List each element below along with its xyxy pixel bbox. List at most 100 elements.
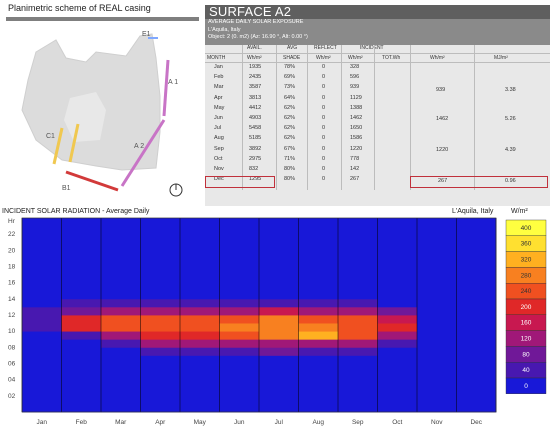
heatmap-cell xyxy=(22,290,62,300)
heatmap-cell xyxy=(456,266,497,275)
heatmap-cell xyxy=(101,355,141,364)
heatmap-cell xyxy=(22,387,62,397)
edge-b1 xyxy=(65,170,119,192)
legend-tick-label: 200 xyxy=(521,304,532,311)
heatmap-cell xyxy=(22,250,62,259)
heatmap-cell xyxy=(180,306,220,316)
floor-plan: E1 A 1 C1 A 2 B1 xyxy=(6,30,183,197)
heatmap-cell xyxy=(456,395,497,405)
heatmap-cell xyxy=(456,347,497,356)
heatmap-cell xyxy=(61,274,102,284)
heatmap-cell xyxy=(140,306,181,316)
cell-incident: 939 xyxy=(350,84,360,91)
cell-shade: 80% xyxy=(284,166,296,172)
heatmap-cell xyxy=(377,234,418,243)
heatmap-cell xyxy=(456,290,497,300)
heatmap-cell xyxy=(417,347,457,356)
cell-month: Mar xyxy=(214,84,224,91)
col-reflect-header: REFLECT xyxy=(314,45,337,51)
heatmap-cell xyxy=(22,274,62,284)
col-month-header: MONTH xyxy=(207,55,226,61)
heatmap-cell xyxy=(61,331,102,340)
heatmap-cell xyxy=(101,339,141,348)
scheme-title-underline xyxy=(6,17,199,21)
heatmap-cell xyxy=(298,323,339,332)
legend-swatch xyxy=(505,377,547,395)
heatmap-cell xyxy=(180,266,220,275)
heatmap-cell xyxy=(298,339,339,348)
edge-c1-left xyxy=(52,127,64,165)
legend-tick-label: 40 xyxy=(522,367,530,374)
cell-month: Jun xyxy=(214,115,223,121)
heatmap-cell xyxy=(377,355,418,364)
legend-tick-label: 320 xyxy=(521,257,532,264)
heatmap-cell xyxy=(259,347,299,356)
heatmap-cell xyxy=(377,218,418,227)
heatmap-cell xyxy=(219,274,260,284)
heatmap-cell xyxy=(180,379,220,389)
heatmap-cell xyxy=(101,315,141,324)
month-tick-label: Mar xyxy=(115,419,127,426)
heatmap-cell xyxy=(219,363,260,372)
legend-tick-label: 160 xyxy=(521,320,532,327)
heatmap-cell xyxy=(456,274,497,284)
heatmap-cell xyxy=(298,306,339,316)
heatmap-cell xyxy=(259,298,299,308)
heatmap-cell xyxy=(298,331,339,340)
col-season-mj-header: MJ/m² xyxy=(494,55,508,61)
heatmap-cell xyxy=(377,315,418,324)
cell-month: Apr xyxy=(214,94,223,101)
cell-incident: 1220 xyxy=(350,145,363,152)
heatmap-cell xyxy=(61,387,102,397)
col-incident-unit: Wh/m² xyxy=(348,55,363,61)
heatmap-cell xyxy=(22,226,62,235)
heatmap-cell xyxy=(377,323,418,332)
heatmap-cell xyxy=(338,218,378,227)
col-incident-header: INCIDENT xyxy=(360,45,384,51)
heatmap-cell xyxy=(61,395,102,405)
heatmap-cell xyxy=(180,218,220,227)
heatmap-cell xyxy=(377,379,418,389)
heatmap-cell xyxy=(140,363,181,372)
cell-reflect: 0 xyxy=(322,125,326,132)
heatmap-cell xyxy=(338,258,378,267)
hour-tick-label: 22 xyxy=(8,231,16,238)
heatmap-cell xyxy=(219,242,260,251)
heatmap-cell xyxy=(61,258,102,267)
cell-month: Aug xyxy=(214,135,224,142)
heatmap-cell xyxy=(101,387,141,397)
heatmap-cell xyxy=(61,363,102,372)
heatmap-cell xyxy=(417,387,457,397)
heatmap-cell xyxy=(338,266,378,275)
hour-tick-label: 16 xyxy=(8,280,16,287)
heatmap-cell xyxy=(140,355,181,364)
cell-incident: 267 xyxy=(350,176,360,183)
cell-avail: 2435 xyxy=(249,74,262,81)
cell-avail: 4903 xyxy=(249,115,262,121)
heatmap-cell xyxy=(456,242,497,251)
heatmap-cell xyxy=(22,218,62,227)
chart-title: INCIDENT SOLAR RADIATION - Average Daily xyxy=(2,208,150,215)
heatmap-cell xyxy=(22,282,62,292)
heatmap-cell xyxy=(219,347,260,356)
cell-month: Oct xyxy=(214,155,223,162)
heatmap-cell xyxy=(22,266,62,275)
heatmap-cell xyxy=(61,379,102,389)
cell-shade: 62% xyxy=(284,125,296,132)
cell-avail: 5458 xyxy=(249,125,262,132)
heatmap-cell xyxy=(377,363,418,372)
heatmap-cell xyxy=(338,274,378,284)
hour-tick-label: 18 xyxy=(8,264,16,271)
heatmap-cell xyxy=(417,282,457,292)
heatmap-cell xyxy=(456,363,497,372)
season-wh: 267 xyxy=(438,178,448,184)
surface-panel-header xyxy=(205,5,550,19)
cell-avail: 1295 xyxy=(249,176,262,183)
heatmap-cell xyxy=(140,258,181,267)
cell-avail: 3587 xyxy=(249,84,262,91)
heatmap-cell xyxy=(377,371,418,381)
heatmap-cell xyxy=(298,290,339,300)
cell-avail: 832 xyxy=(249,166,259,172)
cell-shade: 62% xyxy=(284,135,296,142)
